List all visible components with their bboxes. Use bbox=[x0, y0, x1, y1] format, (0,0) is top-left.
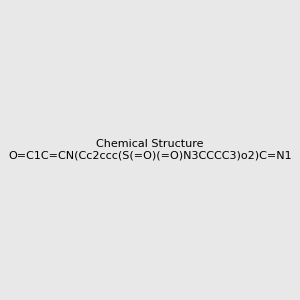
Text: Chemical Structure
O=C1C=CN(Cc2ccc(S(=O)(=O)N3CCCC3)o2)C=N1: Chemical Structure O=C1C=CN(Cc2ccc(S(=O)… bbox=[8, 139, 292, 161]
